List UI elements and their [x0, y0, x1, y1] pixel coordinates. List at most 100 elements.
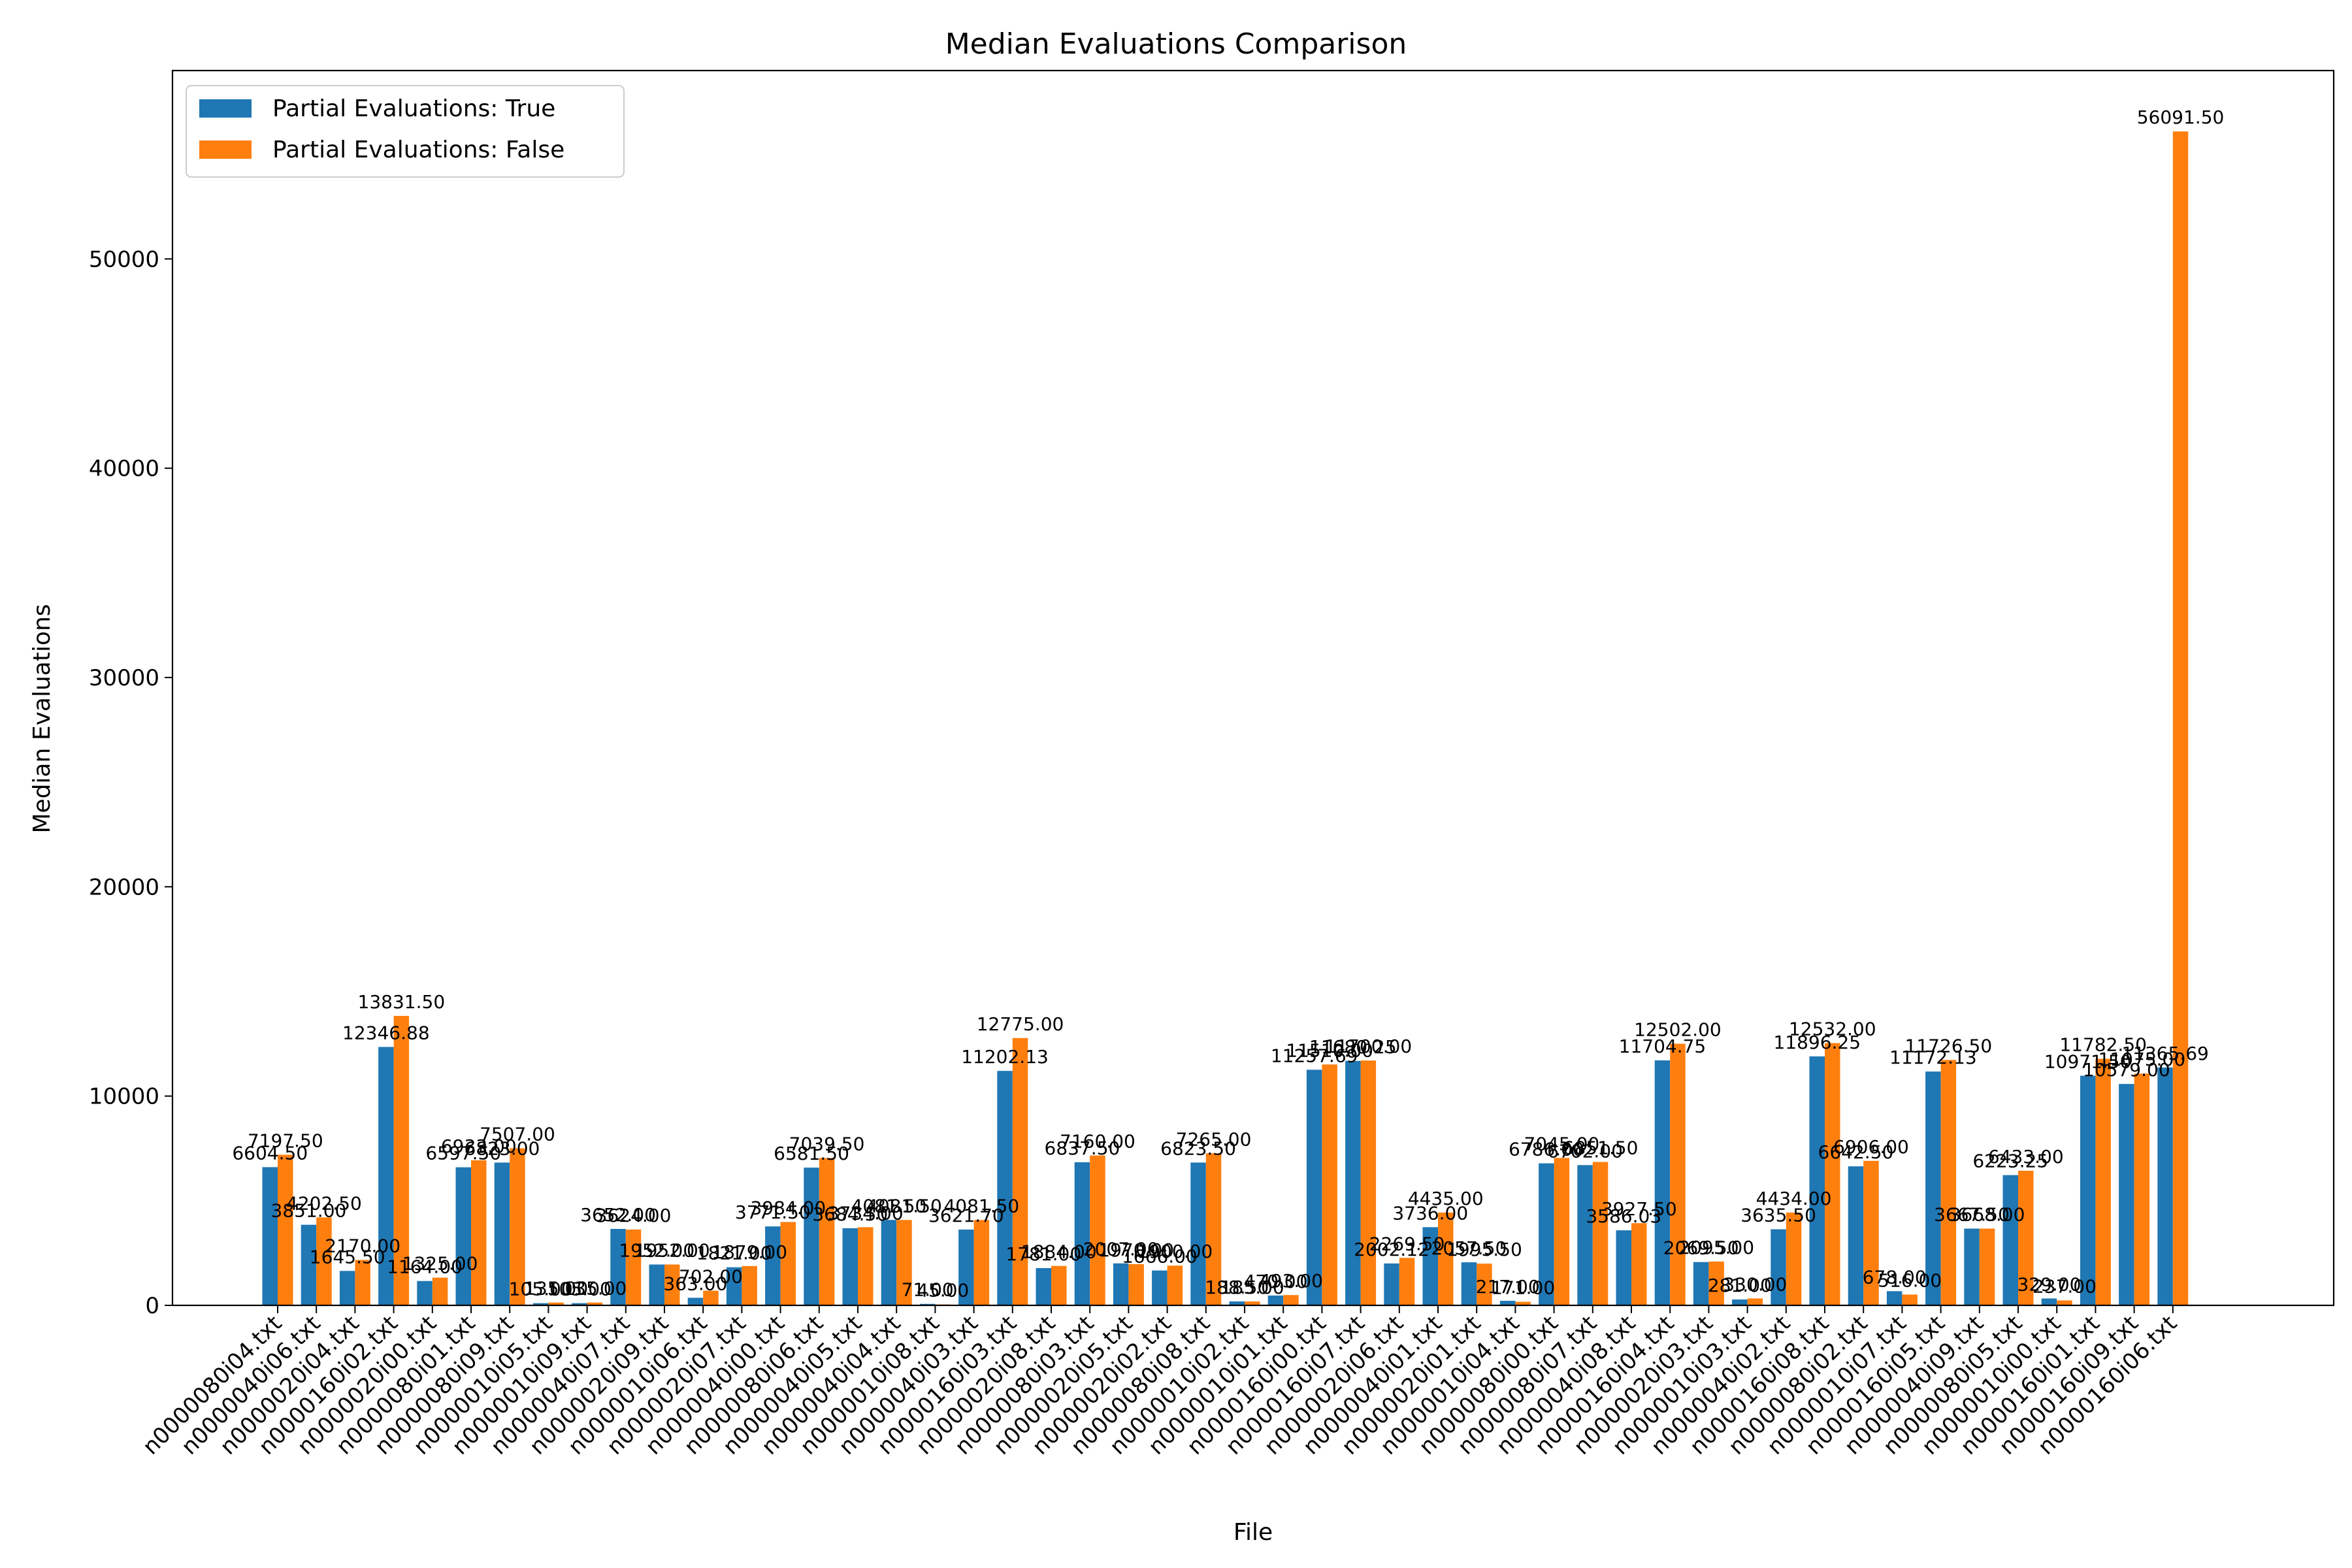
bar-label-true: 3635.50 [1740, 1205, 1816, 1226]
bar-label-false: 1995.50 [1446, 1239, 1522, 1260]
bar-false [1631, 1223, 1647, 1305]
bar-label-false: 7039.50 [789, 1133, 865, 1154]
bar-false [1515, 1301, 1531, 1305]
bar-label-false: 702.00 [679, 1266, 743, 1288]
bar-false [1167, 1266, 1183, 1305]
bar-label-false: 3624.00 [596, 1205, 672, 1226]
bar-label-false: 11510.00 [1286, 1039, 1373, 1061]
bar-true [726, 1267, 742, 1305]
bar-true [1848, 1166, 1864, 1305]
bar-false [1554, 1158, 1570, 1305]
bar-label-true: 3684.50 [812, 1203, 888, 1225]
bar-label-false: 171.00 [1491, 1277, 1555, 1299]
bar-label-false: 135.00 [524, 1278, 588, 1299]
bar-false [2134, 1073, 2150, 1305]
bar-false [1592, 1162, 1609, 1305]
bar-label-true: 10971.50 [2044, 1051, 2132, 1073]
bar-true [262, 1167, 278, 1305]
bar-false [1670, 1043, 1686, 1305]
bar-false [548, 1302, 564, 1305]
bar-false [1477, 1264, 1492, 1305]
bar-label-true: 6223.25 [1972, 1151, 2048, 1172]
bar-false [510, 1148, 525, 1305]
bar-true [339, 1271, 355, 1305]
bar-label-false: 11726.50 [1905, 1035, 1993, 1056]
y-tick-label: 0 [145, 1293, 159, 1319]
bar-false [1825, 1043, 1840, 1305]
bar-label-true: 1666.00 [1122, 1246, 1198, 1267]
bar-label-false: 7507.00 [480, 1124, 555, 1145]
bar-label-false: 3668.00 [1950, 1203, 2025, 1225]
legend-box [186, 85, 625, 178]
bar-false [625, 1229, 642, 1305]
bar-label-true: 3621.70 [928, 1205, 1004, 1226]
bar-label-true: 12346.88 [342, 1022, 430, 1043]
bar-label-false: 3927.50 [1601, 1198, 1677, 1220]
bar-label-false: 330.00 [1723, 1273, 1787, 1295]
bar-false [1090, 1155, 1105, 1305]
bar-label-true: 11257.69 [1271, 1045, 1358, 1066]
bar-label-true: 4081.50 [851, 1195, 927, 1217]
legend: Partial Evaluations: True Partial Evaluat… [186, 85, 625, 178]
bar-label-true: 6581.50 [774, 1143, 849, 1164]
bar-false [858, 1227, 874, 1305]
bar-label-false: 56091.50 [2137, 106, 2225, 128]
bar-false [1360, 1060, 1377, 1305]
bar-true [2119, 1084, 2134, 1305]
bar-true [1113, 1263, 1129, 1305]
bar-true [301, 1224, 317, 1305]
bar-label-true: 10579.00 [2083, 1059, 2170, 1081]
bar-label-false: 516.00 [1878, 1269, 1942, 1291]
bar-false [1245, 1301, 1260, 1305]
bar-true [2041, 1298, 2057, 1305]
bar-label-true: 6702.00 [1547, 1140, 1623, 1162]
bar-label-false: 3734.00 [828, 1202, 904, 1224]
bar-label-false: 7265.00 [1176, 1128, 1252, 1150]
bar-false [1283, 1295, 1299, 1305]
bar-false [587, 1302, 603, 1305]
bar-label-false: 6851.50 [1563, 1137, 1639, 1159]
bar-label-false: 2170.00 [325, 1235, 400, 1256]
bar-label-true: 105.00 [547, 1279, 612, 1300]
bar-label-false: 135.00 [563, 1278, 627, 1299]
bar-label-false: 6933.00 [441, 1135, 517, 1157]
bar-label-false: 6433.00 [1988, 1146, 2064, 1168]
bar-true [417, 1281, 433, 1305]
legend-label: Partial Evaluations: False [272, 137, 564, 163]
bar-false [1128, 1264, 1144, 1305]
bar-label-true: 3851.00 [271, 1200, 347, 1222]
bar-false [1940, 1060, 1957, 1305]
bar-label-false: 13831.50 [358, 991, 446, 1013]
bar-label-false: 1325.00 [402, 1253, 478, 1275]
bar-label-false: 12532.00 [1789, 1019, 1876, 1040]
bar-true [1964, 1228, 1980, 1305]
bar-label-true: 105.00 [509, 1279, 573, 1300]
bar-false [355, 1260, 370, 1305]
bar-label-false: 2095.00 [1678, 1237, 1754, 1258]
bar-true [1616, 1230, 1631, 1305]
y-tick-label: 10000 [89, 1084, 159, 1110]
bar-true [2002, 1175, 2018, 1305]
bar-label-false: 237.00 [2033, 1275, 2097, 1297]
bar-label-true: 1781.00 [1005, 1243, 1081, 1265]
bar-true [997, 1071, 1013, 1305]
plot-area-frame [171, 69, 2335, 1307]
bar-label-false: 11075.00 [2099, 1049, 2186, 1070]
x-axis: n0000080i04.txtn0000040i06.txtn0000020i0… [138, 1305, 2182, 1460]
bar-label-false: 493.00 [1259, 1270, 1323, 1292]
chart-title: Median Evaluations Comparison [945, 27, 1407, 61]
bar-false [1902, 1294, 1918, 1305]
bar-label-false: 11782.50 [2059, 1034, 2147, 1056]
bar-true [572, 1303, 587, 1305]
y-tick-label: 40000 [89, 456, 159, 482]
bar-label-false: 1900.00 [1137, 1241, 1213, 1262]
bar-true [2080, 1075, 2096, 1305]
bar-label-false: 4435.00 [1408, 1188, 1484, 1209]
bar-true [1190, 1162, 1206, 1305]
y-axis-label: Median Evaluations [29, 604, 56, 833]
bar-true [842, 1228, 858, 1305]
bar-label-true: 6823.50 [1160, 1137, 1236, 1159]
bar-true [765, 1226, 781, 1305]
bar-label-false: 1879.00 [711, 1241, 787, 1263]
bar-false [819, 1158, 835, 1305]
